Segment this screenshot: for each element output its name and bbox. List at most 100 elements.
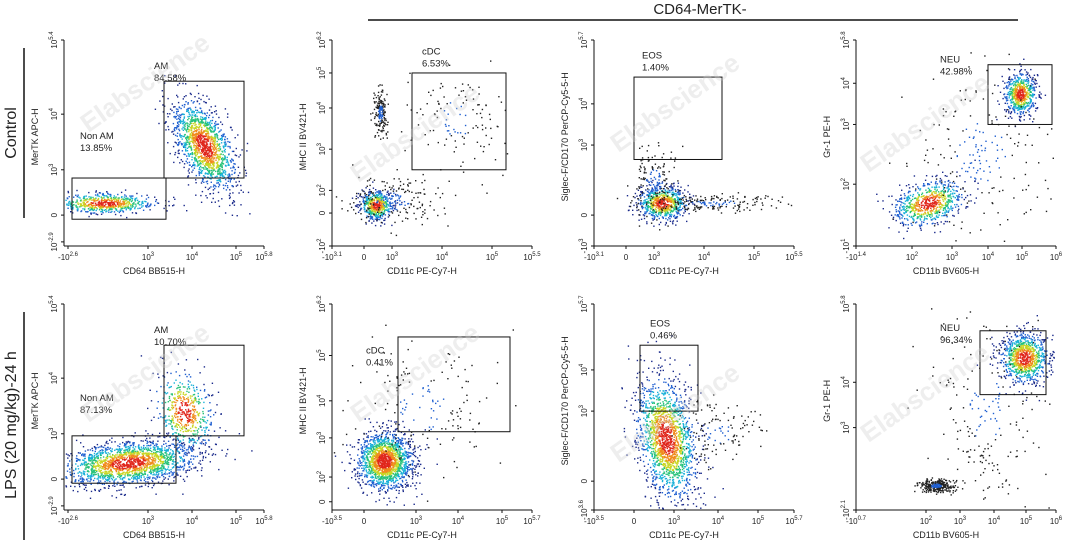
- event-dot: [392, 208, 393, 209]
- event-dot: [227, 162, 228, 163]
- event-dot: [209, 115, 210, 116]
- event-dot: [223, 154, 224, 155]
- event-dot: [85, 206, 86, 207]
- event-dot: [703, 200, 704, 201]
- event-dot: [663, 203, 664, 204]
- event-dot: [721, 198, 722, 199]
- event-dot: [1034, 90, 1035, 91]
- event-dot: [705, 199, 706, 200]
- event-dot: [635, 193, 636, 194]
- y-tick-label: 0: [318, 210, 327, 215]
- event-dot: [210, 167, 211, 168]
- event-dot: [663, 192, 664, 193]
- event-dot: [391, 187, 392, 188]
- event-dot: [193, 142, 194, 143]
- event-dot: [102, 212, 103, 213]
- event-dot: [681, 199, 682, 200]
- event-dot: [219, 173, 220, 174]
- event-dot: [185, 142, 186, 143]
- event-dot: [677, 201, 678, 202]
- event-dot: [686, 205, 687, 206]
- event-dot: [683, 203, 684, 204]
- event-dot: [189, 165, 190, 166]
- event-dot: [233, 160, 234, 161]
- event-dot: [351, 207, 352, 208]
- event-dot: [383, 128, 384, 129]
- event-dot: [98, 198, 99, 199]
- event-dot: [128, 207, 129, 208]
- event-dot: [688, 204, 689, 205]
- event-dot: [213, 161, 214, 162]
- event-dot: [227, 141, 228, 142]
- event-dot: [369, 220, 370, 221]
- event-dot: [214, 111, 215, 112]
- event-dot: [662, 201, 663, 202]
- event-dot: [1024, 69, 1025, 70]
- event-dot: [407, 190, 408, 191]
- event-dot: [718, 197, 719, 198]
- event-dot: [92, 209, 93, 210]
- event-dot: [219, 154, 220, 155]
- event-dot: [404, 192, 405, 193]
- event-dot: [70, 211, 71, 212]
- event-dot: [1021, 97, 1022, 98]
- y-axis-title: Siglec-F/CD170 PerCP-Cy5-5-H: [560, 72, 570, 201]
- event-dot: [676, 217, 677, 218]
- event-dot: [207, 174, 208, 175]
- event-dot: [1016, 107, 1017, 108]
- event-dot: [166, 210, 167, 211]
- event-dot: [738, 192, 739, 193]
- event-dot: [111, 202, 112, 203]
- event-dot: [202, 95, 203, 96]
- event-dot: [366, 223, 367, 224]
- event-dot: [393, 210, 394, 211]
- event-dot: [1021, 111, 1022, 112]
- event-dot: [396, 190, 397, 191]
- event-dot: [680, 214, 681, 215]
- event-dot: [367, 196, 368, 197]
- event-dot: [198, 160, 199, 161]
- event-dot: [210, 175, 211, 176]
- event-dot: [1013, 74, 1014, 75]
- event-dot: [225, 165, 226, 166]
- header-title: CD64-MerTK-: [653, 1, 746, 18]
- event-dot: [1021, 102, 1022, 103]
- event-dot: [636, 188, 637, 189]
- event-dot: [1028, 78, 1029, 79]
- event-dot: [143, 210, 144, 211]
- event-dot: [433, 90, 434, 91]
- event-dot: [123, 199, 124, 200]
- event-dot: [1018, 104, 1019, 105]
- event-dot: [490, 60, 491, 61]
- event-dot: [368, 212, 369, 213]
- event-dot: [75, 195, 76, 196]
- event-dot: [944, 215, 945, 216]
- event-dot: [205, 187, 206, 188]
- event-dot: [208, 164, 209, 165]
- event-dot: [216, 124, 217, 125]
- event-dot: [188, 154, 189, 155]
- event-dot: [95, 200, 96, 201]
- event-dot: [115, 206, 116, 207]
- event-dot: [659, 218, 660, 219]
- event-dot: [721, 212, 722, 213]
- event-dot: [360, 213, 361, 214]
- event-dot: [220, 164, 221, 165]
- event-dot: [341, 208, 342, 209]
- event-dot: [213, 164, 214, 165]
- event-dot: [697, 199, 698, 200]
- event-dot: [754, 202, 755, 203]
- event-dot: [395, 208, 396, 209]
- event-dot: [638, 186, 639, 187]
- event-dot: [199, 169, 200, 170]
- event-dot: [1019, 119, 1020, 120]
- event-dot: [669, 191, 670, 192]
- event-dot: [204, 139, 205, 140]
- event-dot: [415, 193, 416, 194]
- event-dot: [667, 208, 668, 209]
- event-dot: [142, 201, 143, 202]
- event-dot: [675, 203, 676, 204]
- event-dot: [181, 144, 182, 145]
- event-dot: [1033, 106, 1034, 107]
- event-dot: [740, 202, 741, 203]
